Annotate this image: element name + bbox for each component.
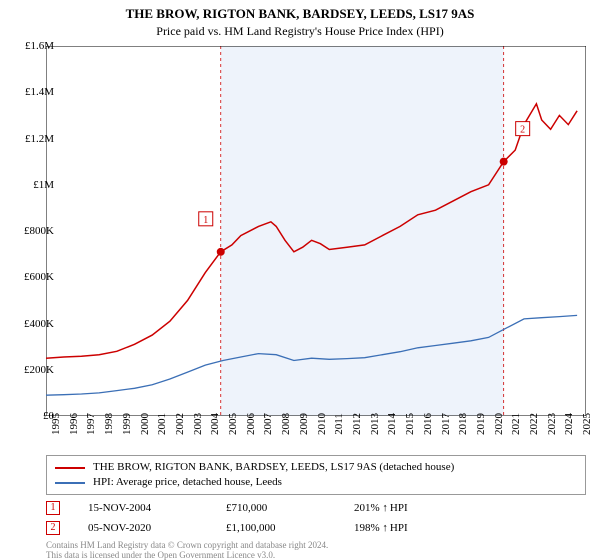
x-tick-label: 2022	[528, 413, 540, 435]
marker-date: 15-NOV-2004	[88, 498, 198, 518]
marker-pct: 201% HPI	[354, 498, 408, 518]
x-tick-label: 2000	[139, 413, 151, 435]
chart-subtitle: Price paid vs. HM Land Registry's House …	[0, 22, 600, 39]
x-tick-label: 2021	[510, 413, 522, 435]
x-tick-label: 2023	[546, 413, 558, 435]
marker-pct: 198% HPI	[354, 518, 408, 538]
x-tick-label: 2020	[493, 413, 505, 435]
legend-item: THE BROW, RIGTON BANK, BARDSEY, LEEDS, L…	[55, 460, 577, 475]
legend: THE BROW, RIGTON BANK, BARDSEY, LEEDS, L…	[46, 455, 586, 495]
x-tick-label: 2025	[581, 413, 593, 435]
y-tick-label: £1M	[33, 179, 54, 191]
x-tick-label: 2010	[316, 413, 328, 435]
legend-label: THE BROW, RIGTON BANK, BARDSEY, LEEDS, L…	[93, 460, 454, 475]
x-tick-label: 2011	[333, 413, 345, 435]
x-tick-label: 2024	[563, 413, 575, 435]
legend-label: HPI: Average price, detached house, Leed…	[93, 475, 282, 490]
y-tick-label: £400K	[24, 318, 54, 330]
chart-title: THE BROW, RIGTON BANK, BARDSEY, LEEDS, L…	[0, 0, 600, 22]
y-tick-label: £1.2M	[25, 133, 54, 145]
svg-text:1: 1	[203, 215, 208, 226]
chart-svg: 12	[46, 46, 586, 416]
marker-price: £710,000	[226, 498, 326, 518]
x-tick-label: 1997	[85, 413, 97, 435]
x-tick-label: 2016	[422, 413, 434, 435]
footer: Contains HM Land Registry data © Crown c…	[46, 540, 328, 560]
x-tick-label: 2007	[262, 413, 274, 435]
y-tick-label: £800K	[24, 225, 54, 237]
x-tick-label: 2015	[404, 413, 416, 435]
chart-container: THE BROW, RIGTON BANK, BARDSEY, LEEDS, L…	[0, 0, 600, 560]
footer-line1: Contains HM Land Registry data © Crown c…	[46, 540, 328, 550]
marker-price: £1,100,000	[226, 518, 326, 538]
x-tick-label: 2005	[227, 413, 239, 435]
footer-line2: This data is licensed under the Open Gov…	[46, 550, 328, 560]
marker-table: 1 15-NOV-2004 £710,000 201% HPI 2 05-NOV-2020…	[46, 498, 586, 538]
x-tick-label: 2017	[440, 413, 452, 435]
x-tick-label: 1998	[103, 413, 115, 435]
x-tick-label: 2012	[351, 413, 363, 435]
x-tick-label: 1996	[68, 413, 80, 435]
x-tick-label: 2004	[209, 413, 221, 435]
marker-row: 1 15-NOV-2004 £710,000 201% HPI	[46, 498, 586, 518]
y-tick-label: £1.6M	[25, 40, 54, 52]
x-tick-label: 2003	[192, 413, 204, 435]
x-tick-label: 2014	[386, 413, 398, 435]
svg-text:2: 2	[520, 125, 525, 136]
x-tick-label: 2018	[457, 413, 469, 435]
x-tick-label: 2009	[298, 413, 310, 435]
y-tick-label: £1.4M	[25, 86, 54, 98]
x-tick-label: 2019	[475, 413, 487, 435]
y-tick-label: £600K	[24, 271, 54, 283]
x-tick-label: 2001	[156, 413, 168, 435]
x-tick-label: 1995	[50, 413, 62, 435]
marker-date: 05-NOV-2020	[88, 518, 198, 538]
marker-box: 2	[46, 521, 60, 535]
x-tick-label: 2008	[280, 413, 292, 435]
legend-swatch	[55, 467, 85, 469]
legend-item: HPI: Average price, detached house, Leed…	[55, 475, 577, 490]
marker-row: 2 05-NOV-2020 £1,100,000 198% HPI	[46, 518, 586, 538]
marker-box: 1	[46, 501, 60, 515]
x-tick-label: 2013	[369, 413, 381, 435]
x-tick-label: 1999	[121, 413, 133, 435]
legend-swatch	[55, 482, 85, 484]
x-tick-label: 2002	[174, 413, 186, 435]
y-tick-label: £200K	[24, 364, 54, 376]
x-tick-label: 2006	[245, 413, 257, 435]
chart-area: 12	[46, 46, 586, 416]
